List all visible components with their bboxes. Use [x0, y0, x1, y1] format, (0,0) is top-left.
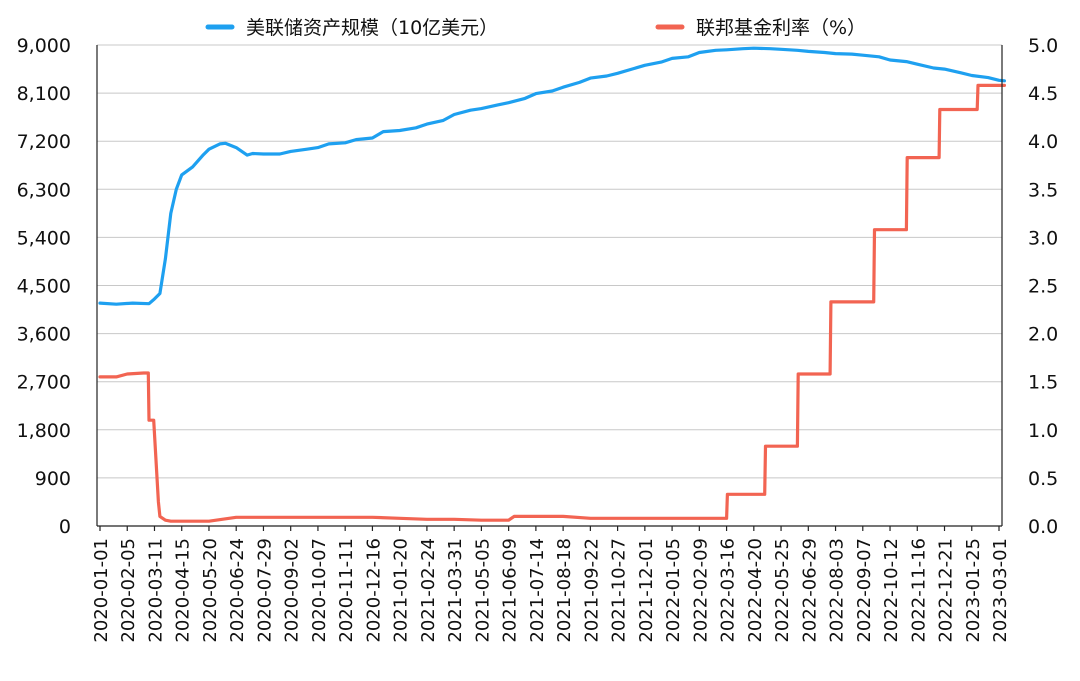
right-tick-label: 3.5 [1028, 179, 1058, 201]
x-tick-label: 2022-02-09 [690, 538, 711, 643]
x-tick-label: 2020-12-16 [363, 538, 384, 643]
left-tick-label: 7,200 [17, 131, 71, 153]
x-tick-label: 2023-03-01 [990, 538, 1011, 643]
left-tick-label: 4,500 [17, 276, 71, 298]
left-tick-label: 8,100 [17, 83, 71, 105]
left-tick-label: 900 [35, 468, 71, 490]
x-tick-label: 2021-10-27 [609, 538, 630, 643]
x-tick-label: 2020-10-07 [309, 538, 330, 643]
x-tick-label: 2022-10-12 [881, 538, 902, 643]
series-line-fed-assets [98, 46, 1007, 306]
x-tick-label: 2022-11-16 [908, 538, 929, 643]
x-tick-label: 2022-12-21 [936, 538, 957, 643]
x-axis-ticks: 2020-01-01 2020-02-05 2020-03-11 2020-04-15… [91, 526, 1011, 643]
x-tick-label: 2021-08-18 [554, 538, 575, 643]
right-tick-label: 5.0 [1028, 35, 1058, 57]
x-tick-label: 2020-09-02 [282, 538, 303, 643]
x-tick-label: 2021-01-20 [391, 538, 412, 643]
right-tick-label: 2.5 [1028, 276, 1058, 298]
series-lines [98, 46, 1007, 523]
left-tick-label: 2,700 [17, 372, 71, 394]
x-tick-label: 2022-04-20 [745, 538, 766, 643]
x-tick-label: 2021-02-24 [418, 538, 439, 643]
gridlines [97, 44, 1002, 527]
right-tick-label: 1.0 [1028, 420, 1058, 442]
x-tick-label: 2022-03-16 [718, 538, 739, 643]
right-axis-ticks: 0.0 0.5 1.0 1.5 2.0 2.5 3.0 3.5 4.0 4.5 5.0 [1028, 35, 1058, 538]
left-tick-label: 5,400 [17, 227, 71, 249]
x-tick-label: 2021-07-14 [527, 538, 548, 643]
left-tick-label: 9,000 [17, 35, 71, 57]
left-tick-label: 3,600 [17, 324, 71, 346]
x-tick-label: 2020-01-01 [91, 538, 112, 643]
x-tick-label: 2020-05-20 [200, 538, 221, 643]
x-tick-label: 2021-05-05 [472, 538, 493, 643]
left-axis-ticks: 0 900 1,800 2,700 3,600 4,500 5,400 6,300 7,200 8… [17, 35, 71, 538]
x-tick-label: 2021-09-22 [581, 538, 602, 643]
series-line-fed-funds-rate [98, 83, 1007, 523]
x-tick-label: 2022-05-25 [772, 538, 793, 643]
right-tick-label: 3.0 [1028, 227, 1058, 249]
legend: 美联储资产规模（10亿美元） 联邦基金利率（%） [205, 17, 866, 39]
right-tick-label: 4.5 [1028, 83, 1058, 105]
right-tick-label: 2.0 [1028, 324, 1058, 346]
x-tick-label: 2021-12-01 [636, 538, 657, 643]
right-tick-label: 1.5 [1028, 372, 1058, 394]
x-tick-label: 2021-03-31 [445, 538, 466, 643]
x-tick-label: 2021-06-09 [500, 538, 521, 643]
x-tick-label: 2022-06-29 [799, 538, 820, 643]
x-tick-label: 2020-11-11 [336, 538, 357, 643]
x-tick-label: 2020-07-29 [254, 538, 275, 643]
right-tick-label: 0.0 [1028, 516, 1058, 538]
legend-label: 联邦基金利率（%） [696, 17, 866, 39]
x-tick-label: 2020-03-11 [145, 538, 166, 643]
right-tick-label: 0.5 [1028, 468, 1058, 490]
x-tick-label: 2023-01-25 [963, 538, 984, 643]
left-tick-label: 0 [59, 516, 71, 538]
x-tick-label: 2020-04-15 [173, 538, 194, 643]
legend-label: 美联储资产规模（10亿美元） [246, 17, 498, 39]
axes [96, 45, 1003, 527]
x-tick-label: 2022-01-05 [663, 538, 684, 643]
x-tick-label: 2022-08-03 [827, 538, 848, 643]
x-tick-label: 2020-02-05 [118, 538, 139, 643]
left-tick-label: 1,800 [17, 420, 71, 442]
x-tick-label: 2020-06-24 [227, 538, 248, 643]
right-tick-label: 4.0 [1028, 131, 1058, 153]
x-tick-label: 2022-09-07 [854, 538, 875, 643]
left-tick-label: 6,300 [17, 179, 71, 201]
